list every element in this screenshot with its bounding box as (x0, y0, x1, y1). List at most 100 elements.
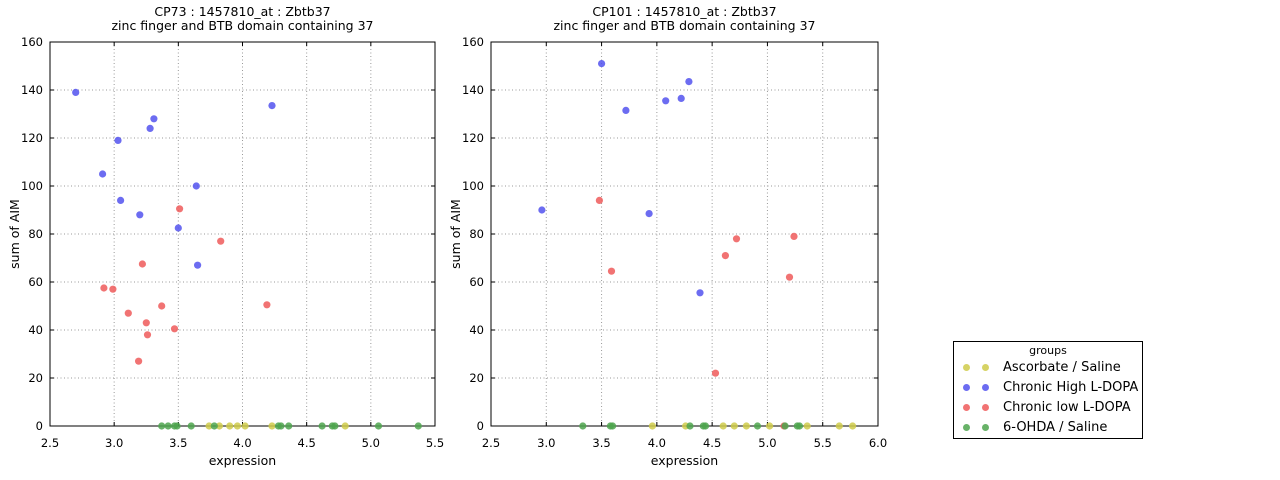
legend-marker-icon (982, 363, 989, 371)
x-tick-label: 4.0 (233, 436, 251, 450)
data-point (686, 422, 694, 430)
x-tick-label: 3.5 (169, 436, 187, 450)
data-point (285, 422, 293, 430)
data-point (158, 302, 166, 310)
y-tick-label: 160 (21, 35, 43, 49)
data-point (143, 331, 152, 339)
y-tick-label: 0 (36, 419, 43, 433)
data-point (233, 422, 241, 430)
y-tick-label: 140 (21, 83, 43, 97)
y-tick-label: 60 (28, 275, 43, 289)
data-point (173, 422, 181, 430)
data-point (598, 60, 606, 68)
data-point (263, 301, 271, 309)
data-point (732, 235, 741, 243)
data-point (150, 115, 158, 123)
x-tick-label: 2.5 (482, 436, 500, 450)
series-chronic-high-l-dopa (538, 60, 704, 297)
data-point (803, 422, 811, 430)
x-tick-label: 4.0 (648, 436, 666, 450)
y-tick-label: 40 (28, 323, 43, 337)
left-plot: 2.5 3.0 3.5 4.0 4.5 5.0 5.5 0 20 40 60 80 100 120 140 1… (21, 35, 444, 450)
series-chronic-low-l-dopa (100, 205, 271, 365)
data-point (730, 422, 738, 430)
data-point (124, 309, 132, 317)
data-point (721, 252, 730, 260)
tick-labels: 2.5 3.0 3.5 4.0 4.5 5.0 5.5 0 20 40 60 80 100 120 140 1… (21, 35, 444, 450)
data-point (268, 102, 276, 110)
data-point (648, 422, 657, 430)
data-point (677, 94, 685, 102)
data-point (117, 196, 125, 204)
data-point (414, 422, 422, 430)
data-point (742, 422, 751, 430)
data-point (790, 232, 798, 240)
y-tick-label: 140 (462, 83, 484, 97)
right-plot: 2.5 3.0 3.5 4.0 4.5 5.0 5.5 6.0 0 20 40 60 80 100 120 1… (462, 35, 887, 450)
data-point (170, 325, 179, 333)
data-point (835, 422, 843, 430)
x-tick-label: 2.5 (41, 436, 59, 450)
data-point (194, 261, 202, 269)
y-tick-label: 100 (462, 179, 484, 193)
y-tick-label: 80 (28, 227, 43, 241)
data-point (696, 289, 704, 297)
data-point (622, 106, 630, 114)
x-tick-label: 3.5 (592, 436, 610, 450)
tick-marks (490, 41, 879, 427)
data-point (187, 422, 195, 430)
x-tick-label: 6.0 (869, 436, 887, 450)
legend-item-6ohda-saline: 6-OHDA / Saline (954, 417, 1142, 437)
x-tick-label: 3.0 (537, 436, 555, 450)
y-tick-label: 40 (469, 323, 484, 337)
data-point (210, 422, 218, 430)
data-point (685, 78, 693, 86)
data-point (136, 211, 144, 219)
data-point (538, 206, 546, 214)
data-point (766, 422, 774, 430)
y-tick-label: 0 (477, 419, 484, 433)
legend-marker-icon (963, 403, 970, 411)
legend-item-chronic-low-ldopa: Chronic low L-DOPA (954, 397, 1142, 417)
data-point (711, 369, 720, 377)
data-point (99, 170, 107, 178)
left-plot-ylabel: sum of AIM (7, 199, 22, 269)
data-point (662, 97, 670, 105)
data-point (645, 210, 653, 218)
data-point (215, 422, 223, 430)
data-point (595, 196, 604, 204)
grid (49, 41, 436, 427)
data-point (205, 422, 213, 430)
left-plot-title-line2: zinc finger and BTB domain containing 37 (111, 18, 374, 33)
data-point (374, 422, 383, 430)
x-tick-label: 5.5 (814, 436, 832, 450)
right-plot-ylabel: sum of AIM (448, 199, 463, 269)
legend-title: groups (1029, 344, 1067, 357)
data-point (341, 422, 349, 430)
data-point (753, 422, 762, 430)
x-tick-label: 5.0 (362, 436, 380, 450)
right-plot-title-line1: CP101 : 1457810_at : Zbtb37 (592, 4, 777, 19)
data-point (785, 273, 794, 281)
data-point (100, 284, 108, 292)
data-point (158, 422, 166, 430)
data-point (609, 422, 617, 430)
legend-item-label: 6-OHDA / Saline (1003, 419, 1108, 435)
data-point (701, 422, 710, 430)
series-ascorbate-saline (205, 422, 349, 430)
x-tick-label: 5.0 (758, 436, 776, 450)
legend-item-chronic-high-ldopa: Chronic High L-DOPA (954, 377, 1142, 397)
data-point (138, 260, 146, 268)
series-ascorbate-saline (648, 422, 857, 430)
data-point (164, 422, 172, 430)
data-point (192, 182, 200, 190)
data-point (217, 237, 225, 245)
data-point (142, 319, 150, 327)
right-plot-title-line2: zinc finger and BTB domain containing 37 (553, 18, 816, 33)
legend-item-label: Chronic High L-DOPA (1003, 379, 1139, 395)
data-point (226, 422, 234, 430)
data-point (109, 285, 117, 293)
legend-item-label: Ascorbate / Saline (1003, 359, 1121, 375)
